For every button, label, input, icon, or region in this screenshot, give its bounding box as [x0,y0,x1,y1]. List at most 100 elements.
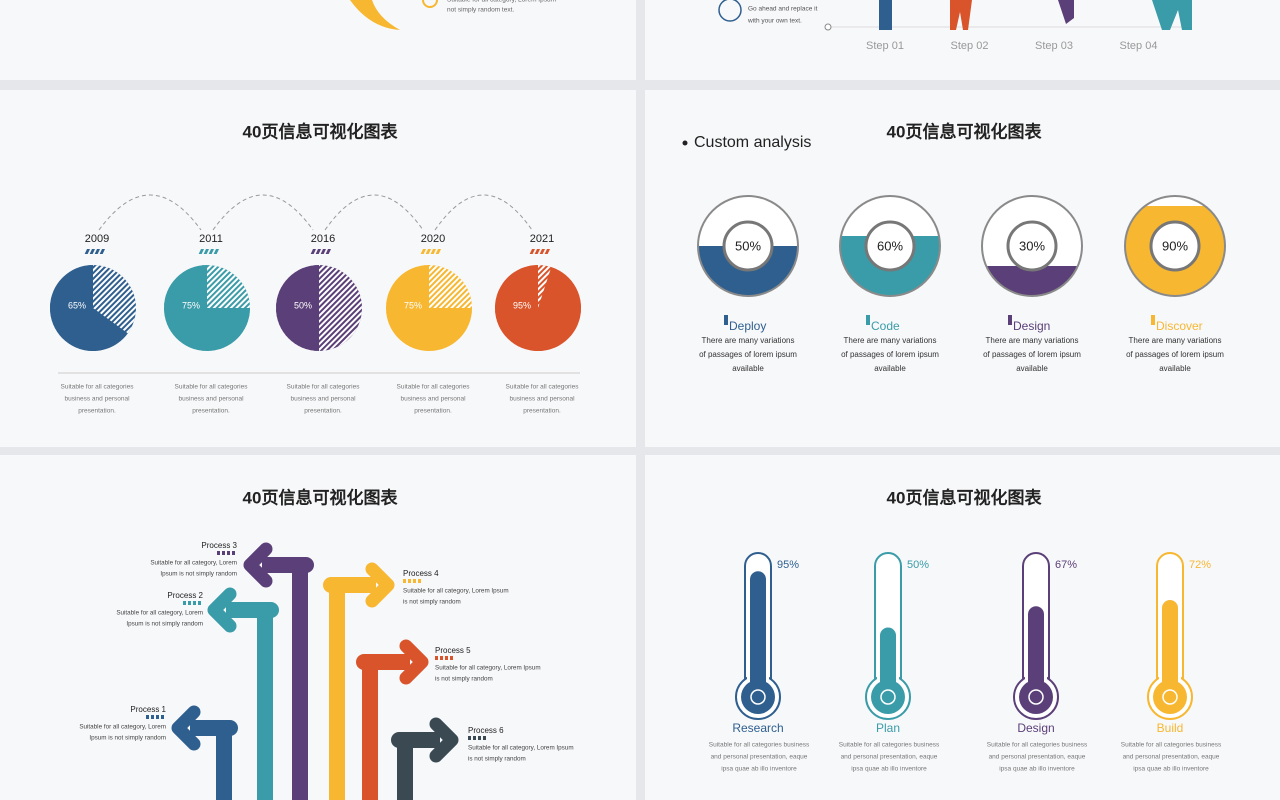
hatch-mark [183,601,186,605]
donut-inner [1149,220,1201,272]
process-desc: Ipsum is not simply random [126,621,203,628]
slide-title: 40页信息可视化图表 [243,121,399,141]
donut-ring [1124,195,1226,297]
pie-slice [50,265,128,352]
pie-slice [164,265,250,351]
thermo-label: 95% [777,559,799,571]
pie-desc: Suitable for all categories [506,384,580,391]
thermo-fill [750,571,766,690]
pie-desc: Suitable for all categories [397,384,471,391]
globe-icon [718,0,742,22]
hatch-mark [198,601,201,605]
pie-desc: Suitable for all categories [61,384,135,391]
donut-desc: of passages of lorem ipsum [1126,350,1224,359]
hatch-mark [198,249,204,254]
bulb-fill [1153,680,1187,714]
thermo-desc: Suitable for all categories business [987,742,1088,749]
pie-label: 75% [404,300,422,310]
hatch-mark [315,249,322,254]
icon [1162,689,1178,705]
pie-label: 50% [294,300,312,310]
axis-dot [824,23,832,31]
arrow [190,720,238,800]
figure [1058,0,1074,24]
hatch-mark [156,715,159,719]
hatch-mark [188,601,191,605]
thermo-name: Design [1017,721,1054,735]
figure [950,0,972,30]
name-mark [1151,315,1155,325]
pie-desc: presentation. [78,408,116,415]
hatch-mark [473,736,476,740]
process-name: Process 5 [435,646,471,655]
hatch-mark [94,249,100,254]
donut-desc: available [1016,364,1048,373]
thermo-fill [1028,606,1044,690]
connector-arc [324,194,424,231]
donut-name: Code [871,319,900,333]
donut-desc: available [874,364,906,373]
process-desc: Suitable for all category, Lorem Ipsum [435,665,541,672]
donut-desc: of passages of lorem ipsum [841,350,939,359]
slide [0,455,636,800]
name-mark [866,315,870,325]
process-desc: Suitable for all category, Lorem [150,560,237,567]
hatch-mark [84,249,90,254]
thermo-desc: ipsa quae ab illo inventore [999,766,1075,773]
donut-label: 50% [735,238,761,253]
process-name: Process 1 [130,705,166,714]
crescent [350,0,400,30]
arrow-head [399,639,429,685]
step-label: Step 04 [1120,40,1158,52]
donut-label: 60% [877,238,903,253]
thermo-fill [1162,600,1178,690]
hatch-mark [193,601,196,605]
thermo-label: 50% [907,559,929,571]
hatch-mark [408,579,411,583]
icon [880,689,896,705]
bullet [682,140,688,146]
donut-inner [864,220,916,272]
figure [1152,0,1192,30]
arrow [226,602,279,800]
step-label: Step 02 [951,40,989,52]
thermo-desc: ipsa quae ab illo inventore [851,766,927,773]
hatch-mark [534,249,540,254]
arrow [391,732,440,800]
slide [0,0,636,80]
donut-label: 30% [1019,238,1045,253]
slide-title: 40页信息可视化图表 [887,121,1043,141]
thermo-label: 72% [1189,559,1211,571]
thermo-name: Plan [876,721,900,735]
arrow [356,654,410,800]
hatch-mark [445,656,448,660]
donut-desc: available [1159,364,1191,373]
bulb-fill [1019,680,1053,714]
pie-label: 75% [182,300,200,310]
arrow-head [243,542,273,588]
process-desc: Ipsum is not simply random [160,571,237,578]
donut-name: Discover [1156,319,1203,333]
donut-desc: of passages of lorem ipsum [699,350,797,359]
hatch-mark [413,579,416,583]
hatch-mark [430,249,437,254]
process-desc: is not simply random [403,599,461,606]
year-label: 2016 [311,233,335,245]
year-label: 2011 [199,233,223,245]
pie-desc: Suitable for all categories [287,384,361,391]
pie-label: 65% [68,300,86,310]
body-text: not simply random text. [447,7,514,14]
hatch-mark [435,249,442,254]
year-label: 2020 [421,233,445,245]
process-desc: Suitable for all category, Lorem [116,610,203,617]
donut-name: Design [1013,319,1050,333]
process-desc: Ipsum is not simply random [89,735,166,742]
process-desc: is not simply random [468,756,526,763]
hatch-mark [208,249,214,254]
hatch-mark [310,249,317,254]
figure [879,0,892,30]
arrow-head [207,587,237,633]
thermo-desc: ipsa quae ab illo inventore [721,766,797,773]
hatch-mark [213,249,219,254]
bulb-fill [741,680,775,714]
